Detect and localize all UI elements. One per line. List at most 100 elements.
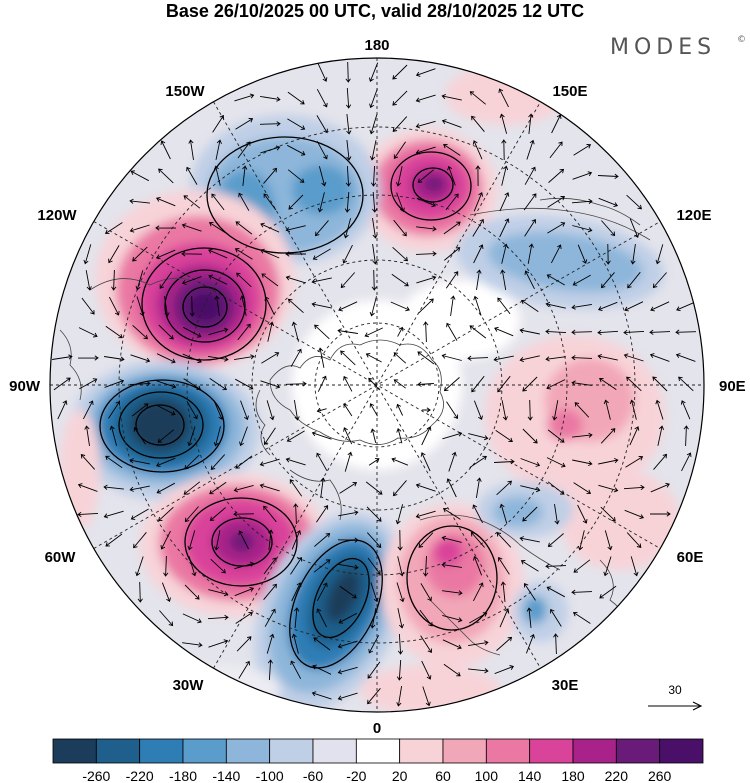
wind-vector: [291, 633, 299, 654]
colorbar-tick-label: 180: [561, 768, 585, 783]
wind-vector: [234, 93, 255, 102]
wind-vector: [497, 375, 511, 393]
wind-vector: [111, 269, 117, 291]
wind-vector: [603, 556, 612, 577]
colorbar-tick-label: 260: [648, 768, 672, 783]
lon-label-60w: 60W: [45, 549, 77, 566]
wind-vector: [442, 507, 461, 520]
lon-label-150e: 150E: [552, 83, 587, 100]
wind-vector: [158, 506, 174, 522]
wind-vector: [187, 530, 196, 551]
wind-vector: [501, 139, 507, 161]
wind-vector: [547, 196, 566, 208]
wind-vector: [390, 301, 410, 312]
wind-vector: [210, 558, 226, 574]
wind-vector: [105, 533, 123, 547]
wind-vector: [623, 329, 645, 336]
wind-vector: [675, 329, 697, 335]
wind-vector: [260, 222, 280, 233]
wind-vector: [212, 114, 224, 133]
wind-vector: [311, 431, 332, 440]
wind-vector: [209, 507, 226, 522]
wind-vector: [287, 169, 305, 183]
wind-vector: [573, 559, 591, 573]
colorbar-box: [659, 738, 704, 764]
wind-vector: [472, 504, 483, 524]
wind-vector: [496, 532, 512, 548]
wind-vector: [571, 198, 593, 205]
wind-vector: [233, 484, 254, 493]
wind-vector: [159, 610, 174, 627]
wind-vector: [338, 612, 358, 624]
colorbar-boxes: [52, 738, 704, 764]
colorbar-box: [529, 738, 574, 764]
wind-vector: [129, 381, 151, 387]
wind-vector: [208, 355, 229, 362]
wind-vector: [473, 295, 482, 316]
wind-vector: [496, 636, 513, 651]
colorbar-box: [312, 738, 357, 764]
wind-vector: [629, 399, 637, 420]
wind-vector: [213, 400, 224, 420]
wind-vector: [499, 192, 510, 212]
wind-vector: [442, 639, 462, 650]
wind-vector: [260, 380, 281, 389]
colorbar-box: [355, 738, 401, 764]
wind-vector: [340, 350, 356, 366]
wind-vector: [337, 537, 359, 543]
wind-vector: [601, 220, 616, 237]
lon-label-120w: 120W: [37, 207, 77, 224]
wind-vector: [597, 301, 618, 312]
wind-vector: [469, 91, 486, 105]
wind-vector: [234, 378, 254, 390]
wind-vector: [133, 427, 146, 445]
wind-vector: [285, 275, 306, 284]
wind-vector: [572, 611, 591, 624]
wind-vector: [423, 321, 429, 343]
wind-vector: [238, 660, 250, 679]
wind-vector: [473, 244, 484, 264]
wind-vector: [549, 141, 563, 159]
wind-vector: [156, 249, 176, 260]
wind-vector: [366, 532, 382, 548]
wind-vector: [183, 378, 202, 391]
wind-vector: [211, 193, 225, 211]
wind-vector: [681, 452, 692, 472]
wind-vector: [469, 325, 487, 339]
wind-vector: [290, 660, 302, 680]
wind-vector: [597, 353, 618, 361]
wind-vector: [551, 114, 562, 134]
wind-vector: [285, 251, 306, 257]
anomaly-eastern-europe-high: [380, 503, 524, 667]
wind-vector: [468, 668, 489, 674]
wind-vector: [597, 173, 619, 179]
wind-vector: [653, 453, 668, 470]
wind-vector: [577, 530, 585, 551]
wind-vector: [184, 584, 200, 600]
wind-vector: [266, 633, 275, 654]
colorbar-box: [572, 738, 617, 764]
wind-vector: [623, 484, 645, 491]
wind-vector: [415, 251, 437, 257]
reference-vector: 30: [648, 683, 703, 711]
wind-vector: [522, 506, 538, 522]
wind-vector: [337, 640, 358, 649]
wind-vector: [630, 244, 636, 265]
colorbar-tick-label: 20: [392, 768, 408, 783]
wind-vector: [497, 297, 511, 315]
wind-vector: [629, 426, 640, 446]
wind-vector: [519, 328, 540, 335]
wind-vector: [208, 248, 228, 259]
wind-vector: [519, 355, 540, 363]
wind-vector: [370, 582, 379, 603]
wind-vector: [546, 457, 566, 468]
wind-vector: [239, 426, 248, 447]
wind-vector: [422, 686, 431, 707]
wind-vector: [446, 401, 459, 420]
colorbar-tick-label: -20: [346, 768, 366, 783]
wind-vector: [260, 95, 281, 102]
wind-vector: [416, 275, 437, 284]
wind-vector: [242, 165, 248, 186]
wind-vector: [548, 168, 565, 183]
wind-vector: [337, 328, 358, 334]
